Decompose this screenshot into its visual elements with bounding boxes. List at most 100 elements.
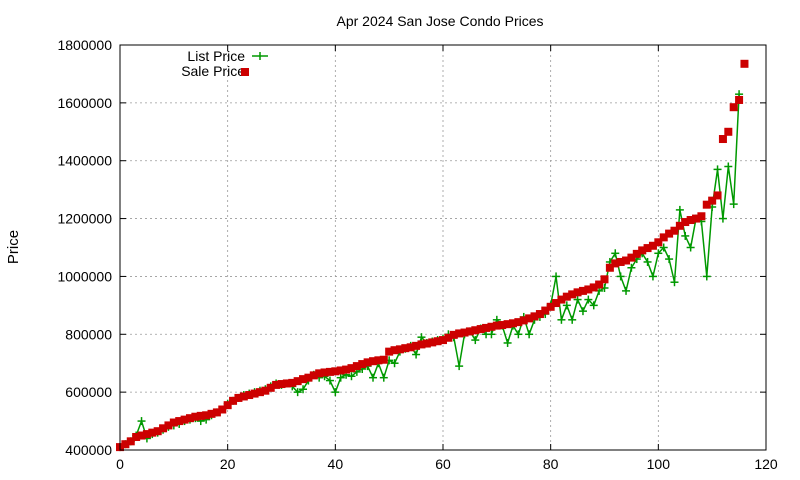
- sale-price-point: [686, 216, 695, 225]
- y-tick-label: 400000: [65, 442, 112, 458]
- sale-price-point: [444, 333, 453, 342]
- sale-price-point: [342, 365, 351, 374]
- sale-price-point: [605, 263, 614, 272]
- list-price-point: [552, 272, 561, 281]
- sale-price-point: [519, 316, 528, 325]
- list-price-point: [611, 249, 620, 258]
- sale-price-point: [697, 212, 706, 221]
- sale-price-point: [455, 329, 464, 338]
- sale-price-point: [670, 226, 679, 235]
- list-price-point: [573, 295, 582, 304]
- sale-price-point: [541, 306, 550, 315]
- sale-price-point: [142, 430, 151, 439]
- sale-price-point: [724, 127, 733, 136]
- list-price-point: [417, 333, 426, 342]
- list-price-point: [325, 376, 334, 385]
- sale-price-point: [212, 408, 221, 417]
- sale-price-point: [266, 383, 275, 392]
- sale-price-point: [616, 257, 625, 266]
- sale-price-point: [595, 280, 604, 289]
- list-price-point: [659, 243, 668, 252]
- sale-price-point: [153, 427, 162, 436]
- list-price-point: [331, 388, 340, 397]
- legend-label-list-price: List Price: [187, 48, 245, 64]
- list-price-point: [503, 338, 512, 347]
- sale-price-point: [309, 371, 318, 380]
- list-price-point: [299, 385, 308, 394]
- sale-price-point: [654, 238, 663, 247]
- sale-price-point: [288, 378, 297, 387]
- chart-title: Apr 2024 San Jose Condo Prices: [336, 13, 543, 29]
- sale-price-point: [702, 200, 711, 209]
- sale-price-point: [482, 323, 491, 332]
- sale-price-point: [568, 290, 577, 299]
- sale-price-point: [465, 327, 474, 336]
- sale-price-point: [180, 415, 189, 424]
- legend-marker-sale-price: [241, 68, 249, 76]
- list-price-point: [562, 301, 571, 310]
- sale-price-point: [331, 367, 340, 376]
- sale-price-point: [358, 360, 367, 369]
- sale-price-point: [207, 409, 216, 418]
- y-tick-label: 1400000: [57, 153, 112, 169]
- sale-price-point: [202, 411, 211, 420]
- sale-price-point: [293, 377, 302, 386]
- sale-price-point: [169, 418, 178, 427]
- sale-price-point: [713, 191, 722, 200]
- sale-price-point: [638, 246, 647, 255]
- sale-price-point: [175, 417, 184, 426]
- sale-price-point: [622, 256, 631, 265]
- sale-price-point: [239, 392, 248, 401]
- list-price-point: [525, 330, 534, 339]
- sale-price-point: [428, 338, 437, 347]
- y-tick-label: 1000000: [57, 268, 112, 284]
- sale-price-point: [573, 288, 582, 297]
- list-price-point: [514, 330, 523, 339]
- sale-price-point: [487, 322, 496, 331]
- list-price-point: [412, 350, 421, 359]
- sale-price-point: [562, 292, 571, 301]
- list-price-point: [347, 372, 356, 381]
- list-price-point: [293, 388, 302, 397]
- sale-price-point: [390, 346, 399, 355]
- sale-price-point: [299, 375, 308, 384]
- sale-price-point: [272, 380, 281, 389]
- sale-price-point: [336, 366, 345, 375]
- sale-price-point: [627, 253, 636, 262]
- sale-price-point: [492, 321, 501, 330]
- sale-price-point: [525, 314, 534, 323]
- list-price-point: [643, 257, 652, 266]
- y-tick-label: 1200000: [57, 211, 112, 227]
- sale-price-point: [159, 424, 168, 433]
- sale-price-point: [611, 259, 620, 268]
- list-price-point: [568, 315, 577, 324]
- grid: [120, 45, 766, 450]
- list-price-point: [724, 162, 733, 171]
- sale-price-point: [740, 59, 749, 68]
- list-price-point: [622, 286, 631, 295]
- y-tick-label: 1600000: [57, 95, 112, 111]
- sale-price-point: [196, 411, 205, 420]
- x-tick-label: 120: [754, 456, 778, 472]
- list-price-point: [487, 330, 496, 339]
- sale-price-point: [304, 373, 313, 382]
- sale-price-point: [223, 401, 232, 410]
- sale-price-point: [282, 379, 291, 388]
- list-price-point: [713, 165, 722, 174]
- sale-price-point: [498, 321, 507, 330]
- ticks: 400000 600000 800000 1000000 1200000 1400000 1…: [57, 37, 777, 472]
- sale-price-point: [363, 358, 372, 367]
- list-price-point: [670, 278, 679, 287]
- sale-price-point: [401, 344, 410, 353]
- list-price-line: [119, 94, 740, 448]
- sale-price-point: [417, 340, 426, 349]
- sale-price-point: [546, 302, 555, 311]
- list-price-point: [578, 307, 587, 316]
- sale-price-point: [433, 337, 442, 346]
- sale-price-point: [557, 295, 566, 304]
- sale-price-point: [643, 244, 652, 253]
- list-price-point: [369, 373, 378, 382]
- series-layer: [116, 59, 749, 452]
